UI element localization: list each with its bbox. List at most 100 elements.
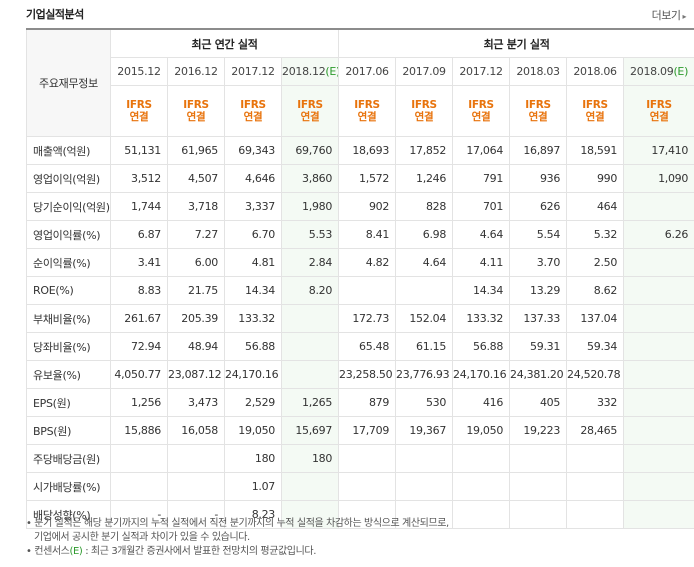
table-cell: 72.94 [110,332,168,361]
table-cell [623,388,694,417]
table-cell: 828 [395,192,454,221]
table-row: BPS(원) 15,886 16,058 19,050 15,697 17,709 19,3… [26,416,694,445]
table-cell: 416 [452,388,511,417]
table-cell: 2.50 [566,248,625,277]
table-row: 시가배당률(%) 1.07 [26,472,694,501]
table-cell: 15,886 [110,416,168,445]
financial-table: 주요재무정보 최근 연간 실적 최근 분기 실적 2015.12 2016.12 2… [26,28,694,529]
table-cell: 180 [280,444,340,473]
more-link[interactable]: 더보기 ▸ [652,7,687,23]
table-cell [280,500,340,529]
ifrs-badge: IFRS 연결 [167,85,225,137]
ifrs-badge: IFRS 연결 [338,85,397,137]
table-cell: 5.54 [509,220,568,249]
table-row: 배당성향(%) - -8.23 [26,500,694,529]
period-header: 2015.12 [110,57,168,86]
table-row: 영업이익률(%) 6.87 7.27 6.70 5.53 8.41 6.98 4.64 5.54… [26,220,694,249]
table-cell: 4.64 [395,248,454,277]
table-cell [623,192,694,221]
table-cell: 69,343 [224,136,282,165]
table-row: 유보율(%) 4,050.77 23,087.12 24,170.16 23,258.5… [26,360,694,389]
table-cell: 23,258.50 [338,360,397,389]
table-cell [623,472,694,501]
table-cell: 261.67 [110,304,168,333]
table-cell: 1,256 [110,388,168,417]
table-cell: 1,980 [280,192,340,221]
table-cell: 1,572 [338,164,397,193]
table-cell: 464 [566,192,625,221]
table-cell: 137.33 [509,304,568,333]
table-cell: 3,718 [167,192,225,221]
table-cell: 3,512 [110,164,168,193]
table-cell: 8.20 [280,276,340,305]
table-cell: 17,709 [338,416,397,445]
ifrs-badge: IFRS 연결 [110,85,168,137]
table-cell: 56.88 [224,332,282,361]
table-cell: 48.94 [167,332,225,361]
ifrs-row: IFRS 연결 IFRS 연결 IFRS 연결 IFRS 연결 IFRS 연결 IFRS 연결 IFRS… [27,85,694,137]
period-header: 2018.03 [509,57,568,86]
row-label: 당좌비율(%) [26,332,111,361]
group-annual-header: 최근 연간 실적 [109,28,340,58]
table-cell: 205.39 [167,304,225,333]
table-cell: 69,760 [280,136,340,165]
table-cell: 24,170.16 [452,360,511,389]
table-cell: 14.34 [452,276,511,305]
table-cell [452,472,511,501]
section-title: 기업실적분석 [26,8,84,21]
table-cell [110,444,168,473]
table-cell: 14.34 [224,276,282,305]
table-row: 매출액(억원) 51,131 61,965 69,343 69,760 18,693 17,… [26,136,694,165]
period-header: 2017.06 [338,57,397,86]
table-cell: 990 [566,164,625,193]
table-cell: 5.32 [566,220,625,249]
table-cell: 17,410 [623,136,694,165]
table-cell [452,500,511,529]
table-cell [509,472,568,501]
table-cell [395,472,454,501]
table-cell [338,472,397,501]
table-cell [623,416,694,445]
footnotes: • 분기 실적은 해당 분기까지의 누적 실적에서 직전 분기까지의 누적 실적… [26,517,449,559]
table-cell [623,304,694,333]
table-cell: 23,087.12 [167,360,225,389]
table-cell: 15,697 [280,416,340,445]
table-cell: 24,381.20 [509,360,568,389]
period-header: 2017.09 [395,57,454,86]
table-row: 부채비율(%) 261.67 205.39 133.32 172.73 152.04 133… [26,304,694,333]
table-cell: 18,693 [338,136,397,165]
table-cell: 16,897 [509,136,568,165]
footnote-1: • 분기 실적은 해당 분기까지의 누적 실적에서 직전 분기까지의 누적 실적… [26,518,449,529]
table-cell: 7.27 [167,220,225,249]
table-cell: 65.48 [338,332,397,361]
table-cell: 3,473 [167,388,225,417]
table-cell: 6.87 [110,220,168,249]
table-cell: 24,520.78 [566,360,625,389]
table-cell: 4.81 [224,248,282,277]
table-cell: 6.00 [167,248,225,277]
table-cell: 137.04 [566,304,625,333]
table-row: ROE(%) 8.83 21.75 14.34 8.20 14.34 13.29 8.62 [26,276,694,305]
table-cell [623,500,694,529]
table-row: 영업이익(억원) 3,512 4,507 4,646 3,860 1,572 1,246 79… [26,164,694,193]
table-cell: 791 [452,164,511,193]
row-label: 영업이익률(%) [26,220,111,249]
row-label: ROE(%) [26,276,111,305]
table-cell [280,360,340,389]
table-cell: 24,170.16 [224,360,282,389]
table-cell [623,332,694,361]
table-cell: 701 [452,192,511,221]
table-cell: 5.53 [280,220,340,249]
table-cell: 8.41 [338,220,397,249]
period-header: 2018.06 [566,57,625,86]
table-cell: 133.32 [452,304,511,333]
row-label: 영업이익(억원) [26,164,111,193]
table-cell [280,472,340,501]
table-cell: 1,265 [280,388,340,417]
table-cell: 59.34 [566,332,625,361]
table-cell: 61.15 [395,332,454,361]
table-cell [566,472,625,501]
row-label: 유보율(%) [26,360,111,389]
row-label: EPS(원) [26,388,111,417]
